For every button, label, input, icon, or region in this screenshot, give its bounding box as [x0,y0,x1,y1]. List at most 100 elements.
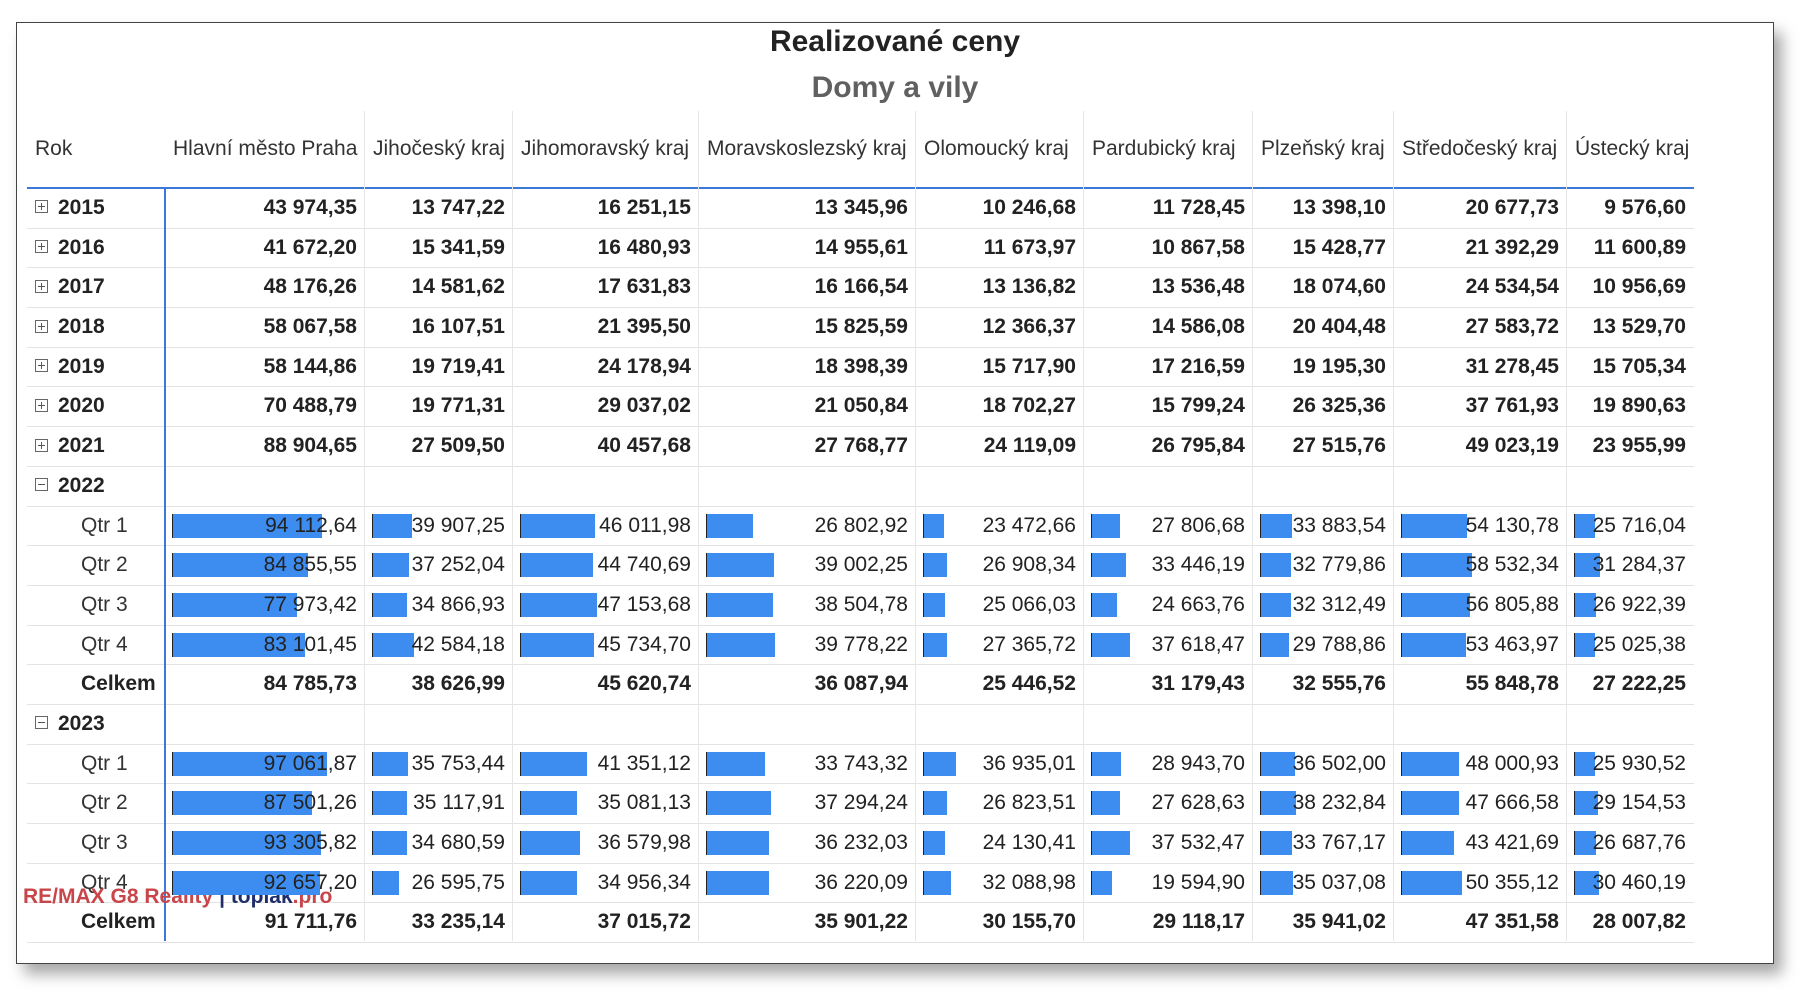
row-label-text: Qtr 1 [81,513,128,537]
expand-plus-icon[interactable] [35,200,48,214]
value-cell: 40 457,68 [597,434,691,458]
column-header[interactable]: Hlavní město Praha [173,137,358,160]
value-cell: 48 000,93 [1465,751,1559,775]
value-cell: 24 663,76 [1151,592,1245,616]
value-cell: 37 015,72 [597,910,691,934]
column-header[interactable]: Jihomoravský kraj [521,137,690,160]
value-cell: 30 460,19 [1592,870,1686,894]
row-label-text: 2019 [58,354,105,378]
data-bar [1574,513,1596,538]
value-cell: 32 312,49 [1292,592,1386,616]
value-cell: 34 956,34 [597,870,691,894]
value-cell: 23 955,99 [1592,434,1686,458]
row-label[interactable]: 2019 [27,348,165,387]
year-row: 2017 48 176,26 14 581,62 17 631,83 16 166,54… [27,268,1694,309]
column-divider [364,111,365,942]
value-cell: 41 672,20 [263,235,357,259]
data-bar [1574,592,1597,617]
value-cell: 33 883,54 [1292,513,1386,537]
quarter-row: Qtr 3 93 305,82 34 680,59 36 579,98 36 232,0… [27,824,1694,864]
row-label-text: Qtr 3 [81,831,128,854]
value-cell: 26 908,34 [982,553,1076,577]
data-bar [1091,553,1126,578]
row-label[interactable]: 2022 [27,467,165,506]
row-label[interactable]: 2021 [27,427,165,466]
row-label[interactable]: 2023 [27,705,165,744]
value-cell: 15 799,24 [1151,394,1245,418]
data-bar [1091,632,1131,657]
expand-plus-icon[interactable] [35,398,48,412]
expand-plus-icon[interactable] [35,319,48,333]
data-bar [1401,831,1454,855]
quarter-row: Qtr 1 97 061,87 35 753,44 41 351,12 33 743,3… [27,745,1694,785]
value-cell: 27 806,68 [1151,513,1245,537]
value-cell: 13 747,22 [411,196,505,219]
value-cell: 36 087,94 [814,672,908,696]
value-cell: 17 216,59 [1151,354,1245,378]
year-row: 2019 58 144,86 19 719,41 24 178,94 18 398,39… [27,348,1694,388]
column-header[interactable]: Olomoucký kraj [924,137,1069,160]
value-cell: 24 130,41 [982,831,1076,854]
value-cell: 70 488,79 [263,394,357,418]
value-cell: 32 779,86 [1292,553,1386,577]
collapse-minus-icon[interactable] [35,478,48,492]
expand-plus-icon[interactable] [35,240,48,254]
row-label[interactable]: 2018 [27,308,165,347]
data-bar [706,751,765,776]
value-cell: 9 576,60 [1604,196,1686,219]
row-label[interactable]: 2020 [27,387,165,426]
value-cell: 37 252,04 [411,553,505,577]
column-header[interactable]: Moravskoslezský kraj [707,137,907,160]
data-bar [923,791,947,816]
column-header[interactable]: Pardubický kraj [1092,137,1236,160]
data-bar [1091,592,1118,617]
row-label: Qtr 4 [27,626,165,665]
value-cell: 24 119,09 [983,434,1076,458]
data-bar [372,553,410,578]
column-header[interactable]: Jihočeský kraj [373,137,505,160]
data-bar [706,553,774,578]
expand-plus-icon[interactable] [35,279,48,293]
data-bar [923,751,956,776]
column-header[interactable]: Středočeský kraj [1402,137,1558,160]
row-label[interactable]: 2015 [27,189,165,228]
row-label: Qtr 1 [27,507,165,546]
value-cell: 31 278,45 [1465,354,1559,378]
value-cell: 45 620,74 [597,672,691,696]
data-bar [520,632,595,657]
value-cell: 11 728,45 [1152,196,1245,219]
column-header[interactable]: Ústecký kraj [1575,137,1690,160]
year-row: 2018 58 067,58 16 107,51 21 395,50 15 825,59… [27,308,1694,348]
collapse-minus-icon[interactable] [35,716,48,730]
data-bar [372,831,407,855]
expand-plus-icon[interactable] [35,359,48,373]
value-cell: 25 066,03 [982,592,1076,616]
data-bar [706,513,754,538]
value-cell: 35 037,08 [1292,870,1386,894]
data-bar [520,513,595,538]
data-bar [923,553,948,578]
value-cell: 28 007,82 [1592,910,1686,934]
data-bar [1260,553,1292,578]
footer-separator: | [219,885,225,908]
value-cell: 27 222,25 [1592,672,1686,696]
row-label-text: 2021 [58,434,105,458]
column-header[interactable]: Plzeňský kraj [1261,137,1385,160]
value-cell: 56 805,88 [1465,592,1559,616]
row-label[interactable]: 2016 [27,229,165,268]
year-row: 2022 [27,467,1694,507]
value-cell: 84 855,55 [263,553,357,577]
data-bar [372,592,407,617]
value-cell: 23 472,66 [982,513,1076,537]
expand-plus-icon[interactable] [35,438,48,452]
data-bar [1574,870,1599,895]
row-label[interactable]: 2017 [27,268,165,307]
value-cell: 17 631,83 [597,275,691,299]
value-cell: 13 529,70 [1592,315,1686,339]
row-header-label[interactable]: Rok [35,137,73,160]
row-label: Qtr 2 [27,784,165,823]
value-cell: 26 325,36 [1292,394,1386,418]
data-bar [1401,632,1467,657]
data-bar [1401,791,1460,816]
value-cell: 97 061,87 [263,751,357,775]
